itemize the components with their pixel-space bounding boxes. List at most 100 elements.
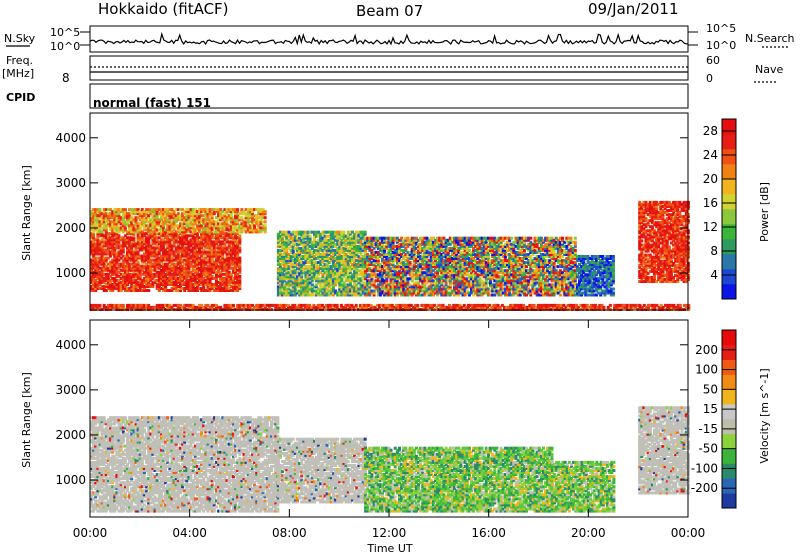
heatmap-cell: [285, 275, 289, 279]
heatmap-cell: [402, 285, 406, 289]
heatmap-cell: [166, 262, 170, 266]
heatmap-cell: [281, 236, 285, 240]
heatmap-cell: [357, 232, 361, 236]
heatmap-cell: [378, 267, 382, 271]
heatmap-cell: [478, 267, 482, 271]
heatmap-cell: [140, 278, 144, 282]
heatmap-cell: [300, 261, 304, 265]
heatmap-cell: [231, 289, 235, 292]
heatmap-cell: [329, 255, 333, 258]
heatmap-cell: [151, 240, 155, 244]
heatmap-cell: [208, 272, 212, 276]
heatmap-cell: [417, 263, 420, 267]
heatmap-cell: [217, 244, 221, 248]
heatmap-cell: [234, 248, 237, 252]
heatmap-cell: [90, 210, 93, 214]
heatmap-cell: [185, 228, 189, 232]
heatmap-cell: [229, 232, 233, 236]
heatmap-cell: [480, 263, 484, 267]
heatmap-cell: [227, 234, 231, 238]
heatmap-cell: [417, 271, 420, 275]
heatmap-cell: [478, 283, 482, 287]
heatmap-cell: [92, 222, 96, 226]
heatmap-cell: [142, 210, 146, 214]
heatmap-cell: [408, 283, 412, 287]
heatmap-cell: [370, 240, 374, 244]
heatmap-cell: [174, 236, 178, 240]
heatmap-cell: [412, 267, 416, 271]
heatmap-cell: [361, 248, 365, 252]
heatmap-cell: [357, 255, 361, 258]
heatmap-cell: [200, 232, 204, 236]
heatmap-cell: [217, 234, 221, 238]
heatmap-cell: [431, 263, 435, 267]
heatmap-cell: [312, 236, 316, 240]
heatmap-cell: [221, 268, 225, 272]
heatmap-cell: [325, 287, 329, 291]
heatmap-cell: [459, 279, 463, 283]
heatmap-cell: [467, 257, 471, 260]
heatmap-cell: [300, 257, 304, 260]
heatmap-cell: [302, 291, 306, 295]
heatmap-cell: [134, 268, 138, 272]
heatmap-cell: [223, 236, 227, 240]
heatmap-cell: [446, 279, 450, 283]
heatmap-cell: [185, 242, 189, 246]
heatmap-cell: [359, 240, 363, 244]
heatmap-cell: [193, 270, 197, 274]
heatmap-cell: [238, 212, 242, 216]
heatmap-cell: [208, 218, 212, 222]
heatmap-cell: [181, 274, 185, 278]
heatmap-cell: [234, 268, 237, 272]
heatmap-cell: [325, 240, 329, 244]
heatmap-cell: [210, 262, 214, 266]
heatmap-cell: [242, 224, 246, 228]
heatmap-cell: [166, 220, 170, 224]
heatmap-cell: [170, 280, 174, 284]
heatmap-cell: [450, 289, 454, 293]
heatmap-cell: [421, 246, 425, 250]
heatmap-cell: [300, 277, 304, 281]
heatmap-cell: [123, 256, 127, 260]
heatmap-cell: [172, 218, 176, 222]
heatmap-cell: [400, 279, 404, 283]
heatmap-cell: [149, 220, 153, 224]
heatmap-cell: [276, 259, 280, 263]
heatmap-cell: [174, 256, 178, 260]
heatmap-cell: [200, 214, 204, 218]
heatmap-cell: [109, 238, 113, 242]
heatmap-cell: [279, 255, 282, 258]
heatmap-cell: [123, 212, 127, 216]
heatmap-cell: [153, 208, 157, 212]
heatmap-cell: [172, 226, 176, 230]
heatmap-cell: [287, 232, 291, 236]
heatmap-cell: [204, 232, 208, 236]
heatmap-cell: [128, 278, 132, 282]
heatmap-cell: [140, 280, 144, 284]
heatmap-cell: [306, 267, 310, 271]
heatmap-cell: [132, 236, 136, 240]
heatmap-cell: [453, 242, 456, 246]
heatmap-cell: [92, 220, 96, 224]
heatmap-cell: [189, 220, 193, 224]
heatmap-cell: [285, 293, 289, 297]
heatmap-cell: [321, 293, 325, 297]
heatmap-cell: [140, 285, 144, 288]
heatmap-cell: [446, 267, 450, 271]
heatmap-cell: [281, 259, 285, 263]
heatmap-cell: [181, 234, 185, 238]
heatmap-cell: [221, 278, 225, 282]
heatmap-cell: [383, 236, 387, 240]
heatmap-cell: [289, 259, 293, 263]
heatmap-cell: [126, 272, 129, 276]
heatmap-cell: [149, 254, 153, 258]
heatmap-cell: [410, 275, 414, 279]
heatmap-cell: [208, 270, 212, 274]
heatmap-cell: [134, 278, 138, 282]
heatmap-cell: [308, 234, 312, 238]
heatmap-cell: [434, 244, 437, 248]
heatmap-cell: [187, 287, 191, 290]
heatmap-cell: [455, 293, 459, 297]
heatmap-cell: [353, 248, 357, 252]
heatmap-cell: [202, 252, 206, 256]
